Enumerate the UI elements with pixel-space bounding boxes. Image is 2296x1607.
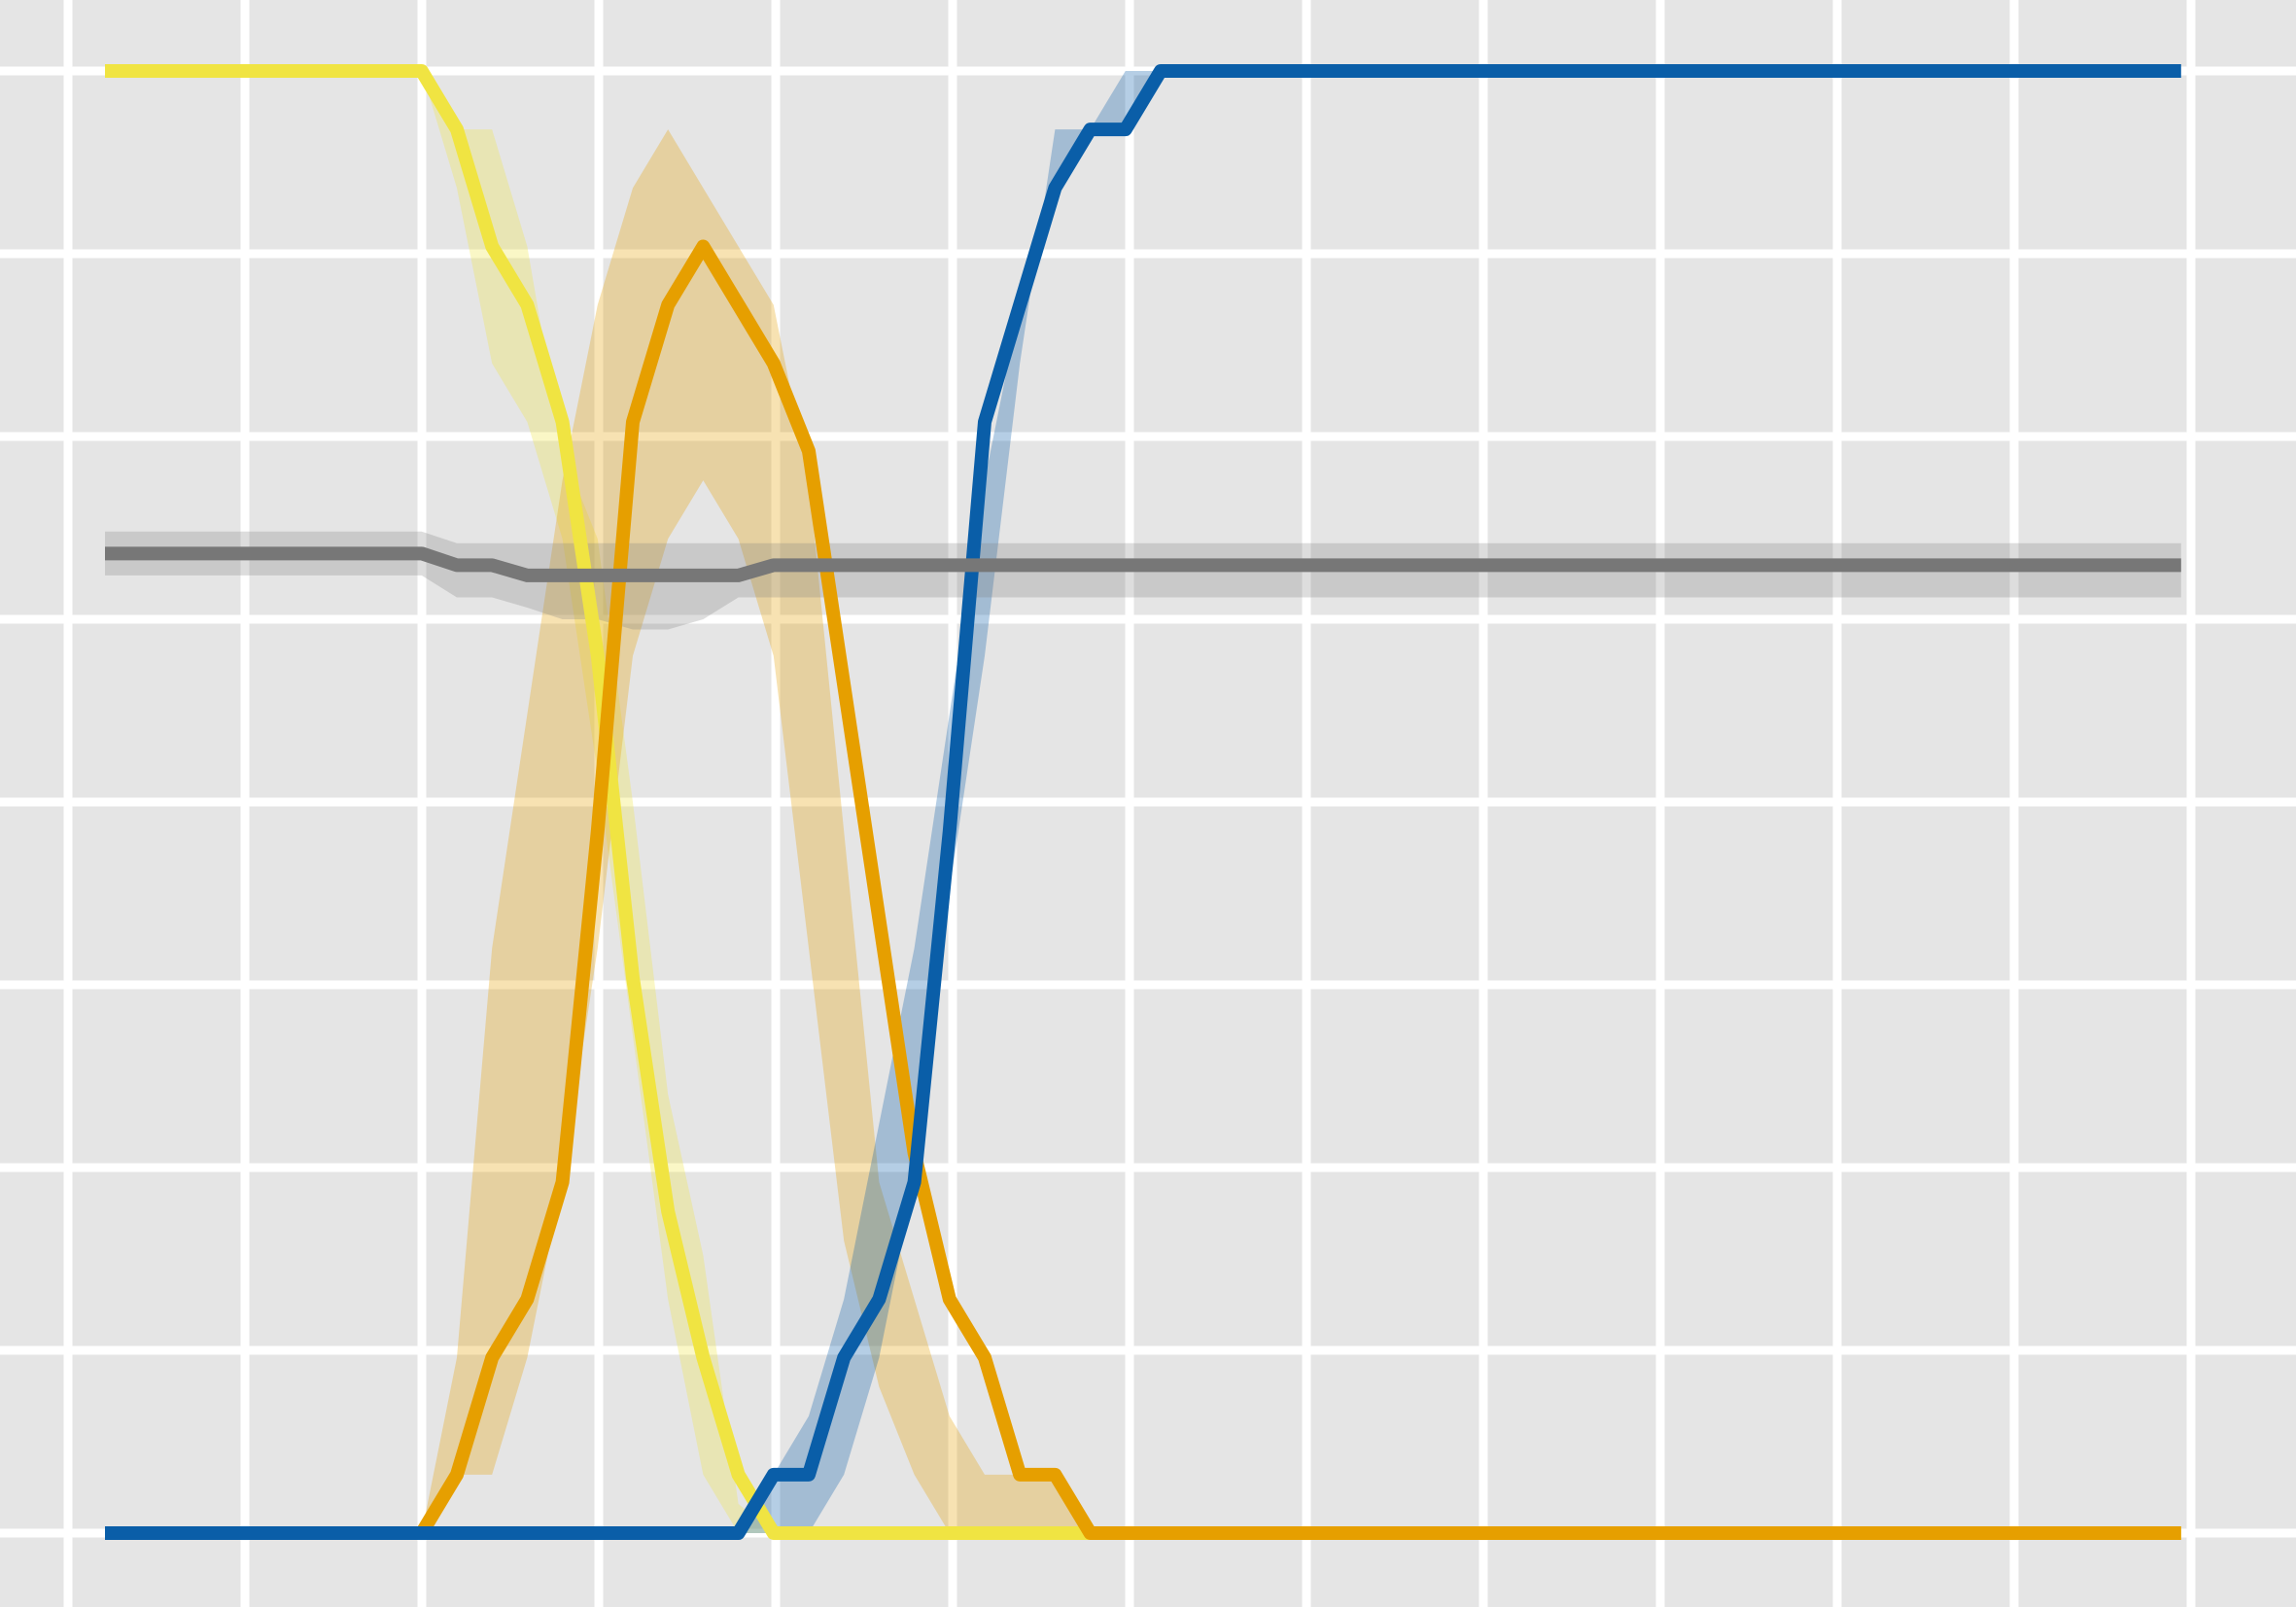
series-1-line [105,239,2181,1540]
series-3-line [105,546,2181,582]
series-lines [105,64,2181,1540]
series-2-line [105,64,2181,1540]
